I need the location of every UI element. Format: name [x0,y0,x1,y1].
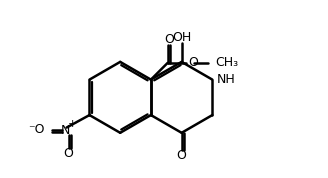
Text: O: O [64,147,73,160]
Text: NH: NH [216,73,235,86]
Text: OH: OH [172,31,191,44]
Text: O: O [177,149,187,162]
Text: CH₃: CH₃ [215,56,239,69]
Text: N: N [61,124,70,137]
Text: O: O [164,33,174,46]
Text: +: + [68,119,77,129]
Text: ⁻O: ⁻O [28,123,45,136]
Text: O: O [189,56,198,69]
